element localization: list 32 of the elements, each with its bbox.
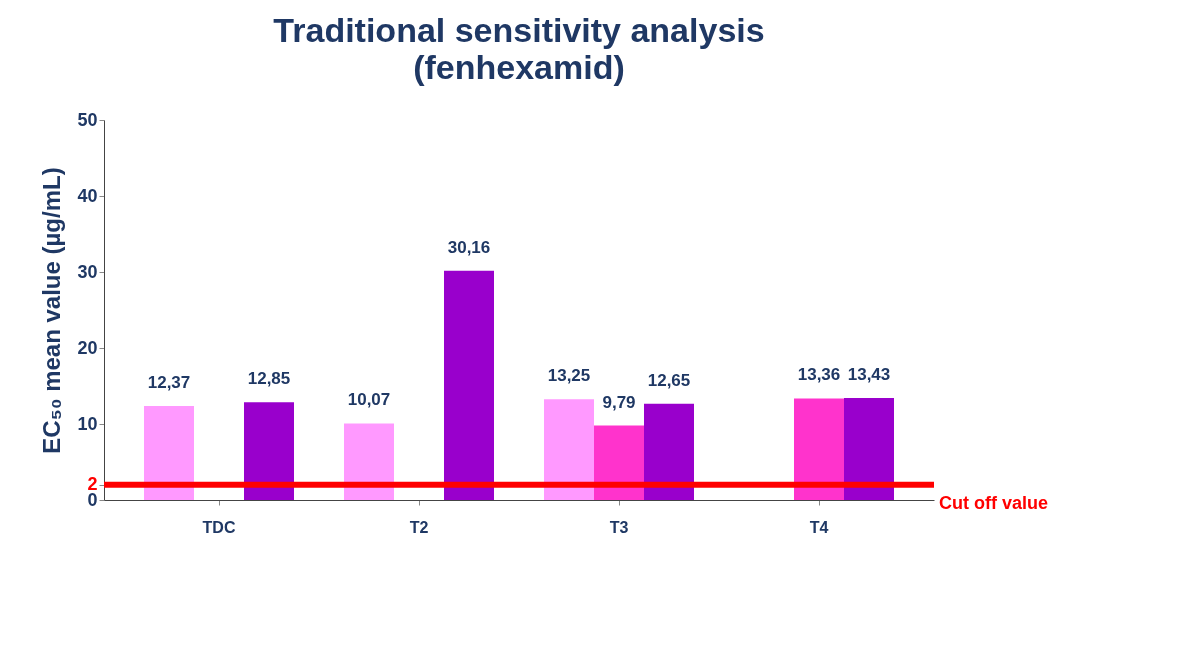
bar	[144, 405, 194, 500]
bar	[844, 397, 894, 500]
x-tick-label: T3	[609, 518, 629, 536]
bar	[544, 399, 594, 500]
data-label: 13,36	[797, 365, 841, 385]
data-label: 30,16	[447, 237, 491, 257]
y-tick-label: 40	[77, 185, 98, 206]
bar	[594, 425, 644, 500]
y-tick-label: 50	[77, 109, 98, 130]
y-tick-label: 30	[77, 261, 98, 282]
x-tick-label: T4	[809, 518, 829, 536]
y-axis-title: EC₅₀ mean value (µg/mL)	[38, 167, 66, 454]
data-label: 12,37	[147, 372, 191, 392]
data-label: 9,79	[602, 392, 636, 412]
data-label: 10,07	[347, 390, 391, 410]
ref-line-label: Cut off value	[939, 492, 1049, 513]
bar	[794, 398, 844, 500]
bar	[444, 270, 494, 500]
y-tick-label: 10	[77, 413, 98, 434]
data-label: 12,65	[647, 370, 691, 390]
x-tick-label: T2	[409, 518, 429, 536]
y-tick-label: 20	[77, 337, 98, 358]
x-tick-label: TDC	[202, 518, 236, 536]
bar	[344, 423, 394, 500]
bar	[244, 402, 294, 500]
chart-subtitle: (fenhexamid)	[413, 48, 625, 86]
chart-title: Traditional sensitivity analysis	[273, 11, 765, 49]
y-tick-label: 0	[87, 489, 98, 510]
data-label: 13,25	[547, 366, 591, 386]
bar	[644, 403, 694, 500]
data-label: 12,85	[247, 369, 291, 389]
data-label: 13,43	[847, 364, 891, 384]
